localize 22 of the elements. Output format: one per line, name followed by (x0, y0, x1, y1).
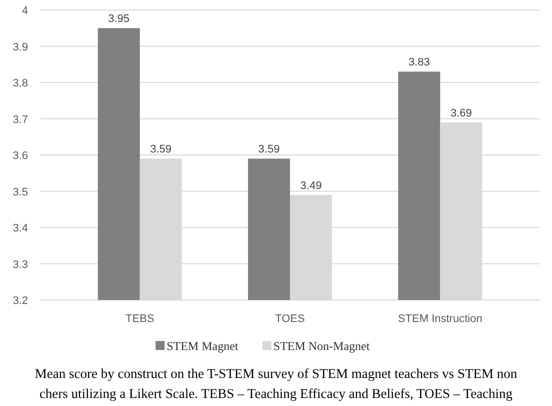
y-tick-label: 3.7 (12, 114, 28, 126)
data-label: 3.83 (408, 56, 430, 69)
y-tick-label: 3.6 (12, 150, 28, 162)
text: chers utilizing a Likert Scale. TEBS – Teaching Efficacy and Beliefs, TOES – Teaching (39, 386, 513, 401)
y-tick-label: 3.5 (12, 186, 28, 198)
y-tick-label: 3.2 (12, 295, 28, 307)
y-tick-label: 4 (22, 5, 28, 17)
y-tick-label: 3.8 (12, 78, 28, 90)
x-tick-label: TOES (275, 313, 305, 325)
x-tick-label: STEM Instruction (398, 313, 482, 325)
y-tick-label: 3.4 (12, 222, 28, 234)
data-label: 3.95 (108, 13, 130, 26)
data-label: 3.49 (300, 180, 322, 192)
legend-label: STEM Magnet (166, 339, 239, 353)
legend-label: STEM Non-Magnet (273, 339, 370, 353)
text: Mean score by construct on the T-STEM survey of STEM magnet teachers vs STEM non (34, 366, 518, 381)
x-tick-label: TEBS (125, 313, 154, 325)
y-tick-label: 3.9 (12, 41, 28, 54)
data-label: 3.69 (450, 107, 472, 120)
y-tick-label: 3.3 (12, 258, 28, 271)
data-label: 3.59 (150, 144, 172, 156)
data-label: 3.59 (258, 144, 280, 156)
